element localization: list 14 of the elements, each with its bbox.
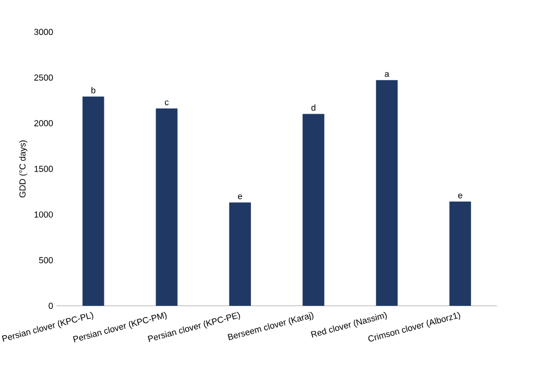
y-tick-label: 1500 — [34, 166, 53, 172]
annotation: e — [238, 194, 242, 200]
y-tick-label: 500 — [39, 257, 53, 264]
annotation: a — [384, 72, 390, 77]
annotation: e — [458, 194, 462, 198]
y-tick-label: 2500 — [34, 74, 53, 81]
y-axis-title: GDD (°C days) — [19, 140, 28, 198]
y-tick-label: 1000 — [34, 211, 53, 218]
y-tick-label: 0 — [48, 302, 53, 309]
annotation: d — [311, 104, 316, 111]
annotation: b — [91, 86, 96, 94]
annotation: c — [164, 100, 169, 106]
y-tick-label: 3000 — [34, 28, 53, 36]
y-tick-label: 2000 — [34, 120, 53, 126]
